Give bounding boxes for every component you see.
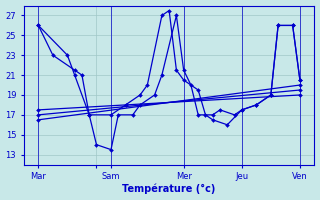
X-axis label: Température (°c): Température (°c) bbox=[123, 184, 216, 194]
